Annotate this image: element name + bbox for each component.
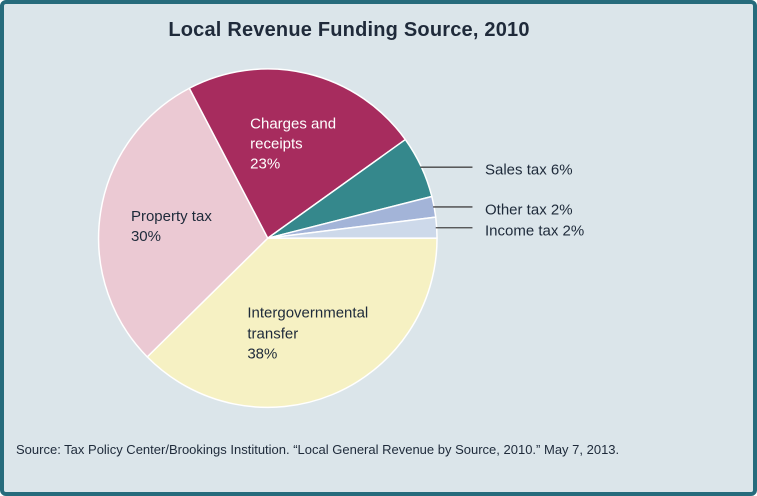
pie-slice-charges-and-receipts: [188, 68, 407, 239]
pie-slice-intergovernmental-transfer: [146, 237, 438, 409]
pie-chart: [97, 68, 473, 409]
source-note: Source: Tax Policy Center/Brookings Inst…: [16, 442, 620, 457]
pie-slice-property-tax: [97, 87, 269, 358]
chart-title: Local Revenue Funding Source, 2010: [168, 19, 530, 41]
